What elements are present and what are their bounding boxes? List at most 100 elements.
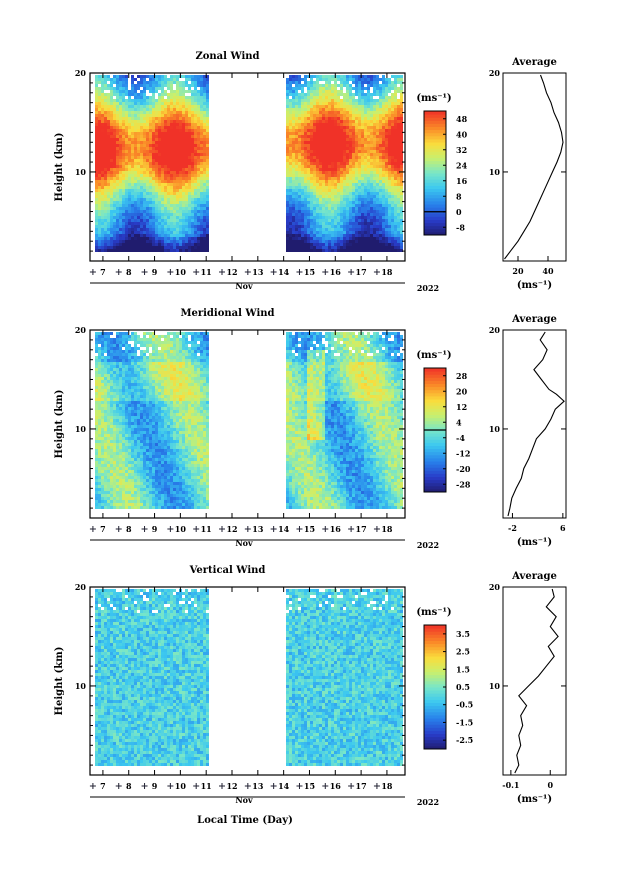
heatmap-cell bbox=[319, 201, 322, 204]
heatmap-cell bbox=[331, 195, 334, 198]
x-tick-label: 14 bbox=[278, 267, 290, 277]
heatmap-cell bbox=[313, 147, 316, 150]
heatmap-cell bbox=[185, 246, 188, 249]
heatmap-cell bbox=[301, 165, 304, 168]
heatmap-cell bbox=[95, 240, 98, 243]
heatmap-cell bbox=[361, 105, 364, 108]
heatmap-cell bbox=[158, 207, 161, 210]
heatmap-cell bbox=[400, 144, 403, 147]
heatmap-cell bbox=[331, 198, 334, 201]
heatmap-cell bbox=[325, 81, 328, 84]
heatmap-cell bbox=[397, 153, 400, 156]
heatmap-cell bbox=[352, 240, 355, 243]
heatmap-cell bbox=[313, 123, 316, 126]
heatmap-cell bbox=[286, 222, 289, 225]
heatmap-cell bbox=[167, 147, 170, 150]
heatmap-cell bbox=[337, 213, 340, 216]
heatmap-cell bbox=[149, 144, 152, 147]
heatmap-cell bbox=[164, 90, 167, 93]
heatmap-cell bbox=[355, 246, 358, 249]
heatmap-cell bbox=[364, 174, 367, 177]
heatmap-cell bbox=[206, 213, 209, 216]
colorbar-bin bbox=[424, 132, 446, 137]
heatmap-cell bbox=[140, 162, 143, 165]
heatmap-cell bbox=[382, 144, 385, 147]
heatmap-cell bbox=[319, 183, 322, 186]
heatmap-cell bbox=[370, 108, 373, 111]
heatmap-cell bbox=[307, 138, 310, 141]
heatmap-cell bbox=[313, 96, 316, 99]
heatmap-cell bbox=[355, 171, 358, 174]
heatmap-cell bbox=[322, 99, 325, 102]
heatmap-cell bbox=[349, 159, 352, 162]
heatmap-cell bbox=[170, 102, 173, 105]
heatmap-cell bbox=[170, 243, 173, 246]
heatmap-cell bbox=[113, 243, 116, 246]
heatmap-cell bbox=[397, 249, 400, 252]
heatmap-cell bbox=[98, 168, 101, 171]
heatmap-cell bbox=[361, 225, 364, 228]
heatmap-cell bbox=[146, 129, 149, 132]
heatmap-cell bbox=[325, 138, 328, 141]
heatmap-cell bbox=[161, 192, 164, 195]
heatmap-cell bbox=[152, 84, 155, 87]
heatmap-cell bbox=[134, 198, 137, 201]
heatmap-cell bbox=[379, 78, 382, 81]
heatmap-cell bbox=[131, 246, 134, 249]
heatmap-cell bbox=[385, 249, 388, 252]
heatmap-cell bbox=[104, 335, 107, 338]
heatmap-cell bbox=[125, 246, 128, 249]
heatmap-cell bbox=[364, 126, 367, 129]
profile-x-tick-label: 40 bbox=[542, 266, 554, 276]
heatmap-cell bbox=[101, 141, 104, 144]
heatmap-cell bbox=[137, 135, 140, 138]
heatmap-cell bbox=[391, 99, 394, 102]
heatmap-cell bbox=[116, 180, 119, 183]
heatmap-cell bbox=[95, 222, 98, 225]
heatmap-cell bbox=[137, 102, 140, 105]
heatmap-cell bbox=[185, 249, 188, 252]
heatmap-cell bbox=[286, 237, 289, 240]
heatmap-cell bbox=[364, 120, 367, 123]
heatmap-cell bbox=[140, 237, 143, 240]
heatmap-cell bbox=[113, 249, 116, 252]
heatmap-cell bbox=[131, 216, 134, 219]
heatmap-cell bbox=[367, 189, 370, 192]
heatmap-cell bbox=[391, 159, 394, 162]
heatmap-cell bbox=[361, 150, 364, 153]
heatmap-cell bbox=[101, 494, 104, 497]
heatmap-cell bbox=[373, 162, 376, 165]
heatmap-cell bbox=[134, 195, 137, 198]
heatmap-cell bbox=[143, 180, 146, 183]
heatmap-cell bbox=[188, 141, 191, 144]
heatmap-cell bbox=[185, 84, 188, 87]
heatmap-cell bbox=[179, 84, 182, 87]
heatmap-cell bbox=[98, 129, 101, 132]
heatmap-cell bbox=[331, 201, 334, 204]
heatmap-cell bbox=[298, 153, 301, 156]
heatmap-cell bbox=[101, 78, 104, 81]
colorbar-bin bbox=[424, 120, 446, 124]
heatmap-cell bbox=[131, 120, 134, 123]
heatmap-cell bbox=[125, 105, 128, 108]
heatmap-cell bbox=[203, 186, 206, 189]
heatmap-cell bbox=[143, 135, 146, 138]
heatmap-cell bbox=[101, 374, 104, 377]
heatmap-cell bbox=[104, 458, 107, 461]
heatmap-cell bbox=[364, 225, 367, 228]
heatmap-cell bbox=[155, 162, 158, 165]
heatmap-cell bbox=[364, 87, 367, 90]
heatmap-cell bbox=[164, 81, 167, 84]
heatmap-cell bbox=[155, 99, 158, 102]
heatmap-cell bbox=[152, 168, 155, 171]
heatmap-cell bbox=[355, 132, 358, 135]
heatmap-cell bbox=[346, 135, 349, 138]
heatmap-cell bbox=[113, 207, 116, 210]
heatmap-cell bbox=[191, 240, 194, 243]
heatmap-cell bbox=[370, 123, 373, 126]
heatmap-cell bbox=[110, 458, 113, 461]
heatmap-cell bbox=[292, 108, 295, 111]
heatmap-cell bbox=[361, 234, 364, 237]
heatmap-cell bbox=[173, 102, 176, 105]
heatmap-cell bbox=[394, 132, 397, 135]
